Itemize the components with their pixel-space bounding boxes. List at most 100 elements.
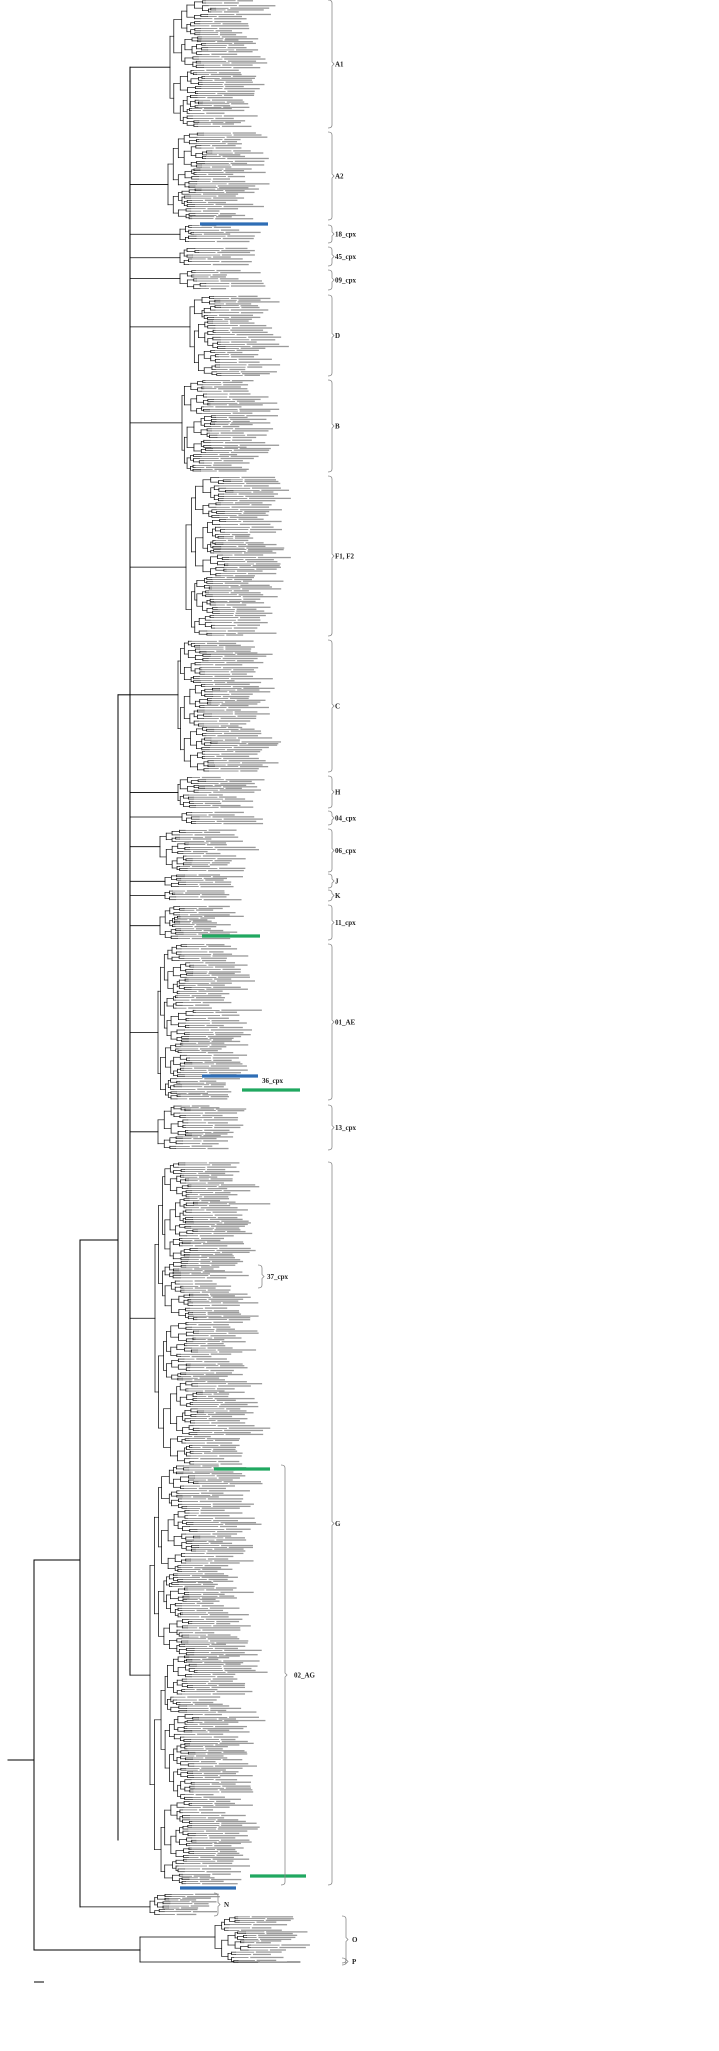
leaf-label-mark — [227, 60, 257, 62]
leaf-label-mark — [221, 56, 261, 58]
leaf-label-mark — [220, 768, 259, 770]
leaf-label-mark — [207, 1612, 229, 1614]
leaf-label-mark — [199, 1500, 242, 1503]
leaf-label-mark — [191, 865, 210, 868]
leaf-label-mark — [246, 415, 278, 417]
leaf-label-mark — [215, 117, 234, 120]
leaf-label-mark — [215, 30, 232, 32]
leaf-label-mark — [239, 523, 271, 526]
leaf-label-mark — [210, 1353, 232, 1355]
leaf-label-mark — [246, 434, 267, 436]
leaf-label-mark — [210, 288, 227, 290]
leaf-label-mark — [240, 305, 259, 307]
leaf-label-mark — [245, 542, 264, 544]
leaf-label-mark — [237, 632, 277, 634]
leaf-label-mark — [191, 1145, 213, 1147]
leaf-label-mark — [207, 96, 233, 99]
leaf-label-mark — [231, 506, 270, 508]
leaf-label-mark — [204, 1564, 229, 1567]
leaf-label-mark — [208, 173, 234, 176]
leaf-label-mark — [213, 1054, 248, 1056]
leaf-label-mark — [243, 552, 277, 554]
leaf-label-mark — [204, 1078, 240, 1080]
leaf-label-mark — [229, 1716, 259, 1718]
leaf-label-mark — [211, 1783, 236, 1785]
leaf-label-mark — [223, 1190, 251, 1192]
leaf-label-mark — [228, 1546, 254, 1549]
leaf-label-mark — [210, 120, 246, 122]
leaf-label-mark — [208, 869, 244, 872]
leaf-label-mark — [205, 1373, 243, 1376]
leaf-label-mark — [225, 247, 248, 250]
leaf-label-mark — [181, 1907, 199, 1909]
leaf-label-mark — [215, 1108, 247, 1110]
leaf-label-mark — [238, 358, 272, 360]
leaf-label-mark — [219, 867, 246, 869]
leaf-label-mark — [208, 1578, 228, 1581]
leaf-label-mark — [204, 199, 238, 201]
leaf-label-mark — [211, 974, 250, 976]
leaf-label-mark — [200, 1812, 226, 1814]
leaf-label-mark — [234, 652, 258, 654]
leaf-label-mark — [204, 831, 221, 834]
leaf-label-mark — [222, 381, 243, 384]
leaf-label-mark — [207, 1035, 242, 1038]
leaf-label-mark — [238, 737, 273, 739]
leaf-label-mark — [196, 924, 231, 926]
leaf-label-mark — [194, 1283, 217, 1285]
leaf-label-mark — [222, 968, 241, 971]
leaf-label-mark — [203, 929, 224, 932]
leaf-label-mark — [209, 1798, 241, 1800]
leaf-label-mark — [249, 531, 277, 533]
clade-label: C — [335, 703, 340, 711]
leaf-label-mark — [204, 1307, 228, 1309]
leaf-label-mark — [216, 1539, 247, 1541]
leaf-label-mark — [231, 341, 257, 343]
leaf-label-mark — [228, 51, 253, 53]
leaf-label-mark — [218, 195, 236, 197]
leaf-label-mark — [229, 691, 271, 693]
leaf-label-mark — [201, 1255, 234, 1257]
leaf-label-mark — [202, 1629, 241, 1631]
leaf-label-mark — [242, 580, 284, 582]
leaf-label-mark — [217, 735, 258, 737]
leaf-label-mark — [221, 753, 258, 755]
leaf-label-mark — [203, 1583, 218, 1586]
leaf-label-mark — [218, 644, 241, 647]
leaf-label-mark — [202, 1465, 219, 1467]
leaf-label-mark — [184, 1585, 215, 1588]
leaf-label-mark — [228, 404, 263, 406]
leaf-label-mark — [227, 235, 255, 237]
leaf-label-mark — [223, 757, 259, 760]
leaf-label-mark — [212, 1211, 237, 1213]
leaf-label-mark — [224, 1649, 262, 1652]
leaf-label-mark — [232, 436, 257, 439]
leaf-label-mark — [212, 274, 227, 276]
leaf-label-mark — [221, 800, 254, 802]
leaf-label-mark — [194, 1268, 214, 1270]
leaf-label-mark — [204, 1662, 244, 1664]
leaf-label-mark — [229, 393, 251, 395]
leaf-label-mark — [221, 249, 255, 252]
leaf-label-mark — [199, 1198, 230, 1200]
leaf-label-mark — [226, 749, 263, 751]
leaf-label-mark — [197, 1042, 225, 1044]
leaf-label-mark — [202, 1094, 229, 1096]
clade-label: G — [335, 1520, 341, 1528]
leaf-label-mark — [217, 92, 255, 95]
leaf-label-mark — [215, 1555, 234, 1558]
leaf-label-mark — [206, 1442, 233, 1444]
leaf-label-mark — [214, 675, 254, 678]
leaf-label-mark — [211, 53, 238, 55]
leaf-label-mark — [225, 171, 266, 174]
leaf-label-mark — [246, 560, 278, 563]
leaf-label-mark — [217, 1216, 238, 1219]
leaf-label-mark — [214, 1432, 251, 1434]
leaf-label-mark — [200, 1345, 226, 1347]
leaf-label-mark — [230, 329, 264, 331]
leaf-label-mark — [221, 1009, 262, 1011]
clade-bracket — [327, 639, 335, 773]
clade-label: B — [335, 423, 340, 431]
leaf-label-mark — [225, 646, 255, 648]
leaf-label-mark — [194, 1471, 234, 1473]
